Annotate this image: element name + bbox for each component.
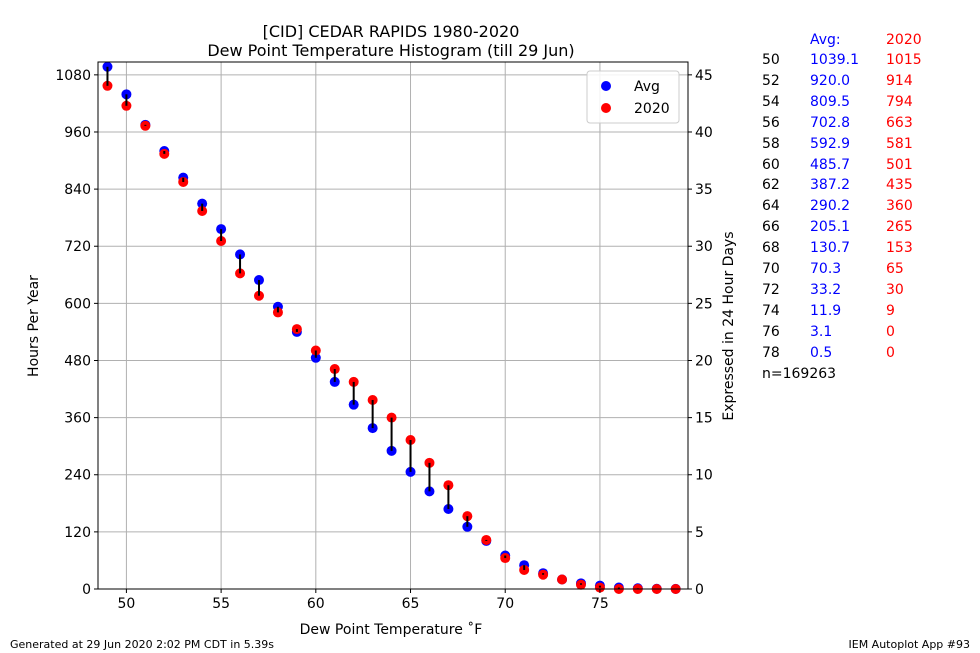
y-right-tick-label: 0 [695,582,704,598]
table-2020-value: 0 [886,323,895,340]
legend-label-2020: 2020 [634,101,670,117]
legend-label-avg: Avg [634,79,660,95]
y-right-tick-label: 25 [695,296,713,312]
year-2020-point [140,120,151,131]
table-dewpoint: 54 [762,93,780,110]
y-tick-label: 960 [64,125,91,141]
table-dewpoint: 58 [762,135,780,152]
y-tick-label: 600 [64,296,91,312]
x-tick-label: 55 [212,596,230,612]
table-avg-value: 809.5 [810,93,851,110]
table-avg-value: 387.2 [810,177,851,194]
table-dewpoint: 50 [762,52,780,68]
table-2020-value: 1015 [886,52,922,68]
table-avg-value: 3.1 [810,323,833,340]
table-dewpoint: 78 [762,344,780,361]
y-right-tick-label: 20 [695,353,713,369]
table-dewpoint: 62 [762,177,780,194]
y-right-tick-label: 45 [695,68,713,84]
table-dewpoint: 70 [762,261,780,277]
table-dewpoint: 60 [762,156,780,173]
table-2020-value: 65 [886,261,904,277]
table-2020-value: 581 [886,135,913,152]
table-count: n=169263 [762,365,837,382]
y-tick-label: 720 [64,239,91,255]
y-tick-label: 240 [64,468,91,484]
table-avg-value: 0.5 [810,344,833,361]
table-2020-value: 360 [886,198,913,215]
y-tick-label: 120 [64,525,91,541]
x-tick-label: 60 [307,596,325,612]
y-tick-label: 480 [64,353,91,369]
y-tick-label: 360 [64,411,91,427]
y-right-tick-label: 35 [695,182,713,198]
y-axis-label: Hours Per Year [26,275,42,377]
table-2020-value: 9 [886,302,895,319]
avg-point [235,249,246,260]
table-dewpoint: 68 [762,240,780,257]
y-right-tick-label: 10 [695,468,713,484]
table-dewpoint: 52 [762,72,780,89]
year-2020-point [557,574,568,585]
table-avg-value: 485.7 [810,156,851,173]
table-header-avg: Avg: [810,32,841,48]
table-avg-value: 592.9 [810,135,851,152]
table-avg-value: 702.8 [810,114,851,131]
y-right-tick-label: 15 [695,411,713,427]
table-2020-value: 265 [886,219,913,236]
table-header-2020: 2020 [886,32,922,48]
table-2020-value: 153 [886,240,913,257]
table-2020-value: 501 [886,156,913,173]
chart-title: [CID] CEDAR RAPIDS 1980-2020 [263,22,520,41]
table-avg-value: 1039.1 [810,52,859,68]
footer-app: IEM Autoplot App #93 [848,638,971,651]
footer-generated: Generated at 29 Jun 2020 2:02 PM CDT in … [10,638,275,651]
table-avg-value: 33.2 [810,281,842,298]
table-2020-value: 663 [886,114,913,131]
y-right-tick-label: 40 [695,125,713,141]
y-right-tick-label: 30 [695,239,713,255]
table-avg-value: 70.3 [810,261,842,277]
x-axis-label: Dew Point Temperature ˚F [300,621,483,638]
table-2020-value: 794 [886,93,913,110]
table-avg-value: 920.0 [810,72,851,89]
table-avg-value: 205.1 [810,219,851,236]
table-dewpoint: 56 [762,114,780,131]
x-tick-label: 70 [496,596,514,612]
y-tick-label: 0 [82,582,91,598]
table-avg-value: 11.9 [810,302,842,319]
table-2020-value: 30 [886,281,904,298]
y-right-tick-label: 5 [695,525,704,541]
table-dewpoint: 66 [762,219,780,236]
table-2020-value: 0 [886,344,895,361]
y-tick-label: 840 [64,182,91,198]
table-avg-value: 130.7 [810,240,851,257]
table-dewpoint: 76 [762,323,780,340]
y-tick-label: 1080 [55,68,91,84]
table-dewpoint: 74 [762,302,780,319]
table-2020-value: 914 [886,72,913,89]
table-avg-value: 290.2 [810,198,851,215]
chart-subtitle: Dew Point Temperature Histogram (till 29… [207,41,574,60]
table-2020-value: 435 [886,177,913,194]
legend-marker-2020 [601,103,611,113]
x-tick-label: 50 [117,596,135,612]
x-tick-label: 75 [591,596,609,612]
x-tick-label: 65 [402,596,420,612]
table-dewpoint: 64 [762,198,780,215]
legend-marker-avg [601,81,611,91]
y-axis-right-label: Expressed in 24 Hour Days [721,231,737,420]
table-dewpoint: 72 [762,281,780,298]
legend: Avg 2020 [586,70,680,124]
